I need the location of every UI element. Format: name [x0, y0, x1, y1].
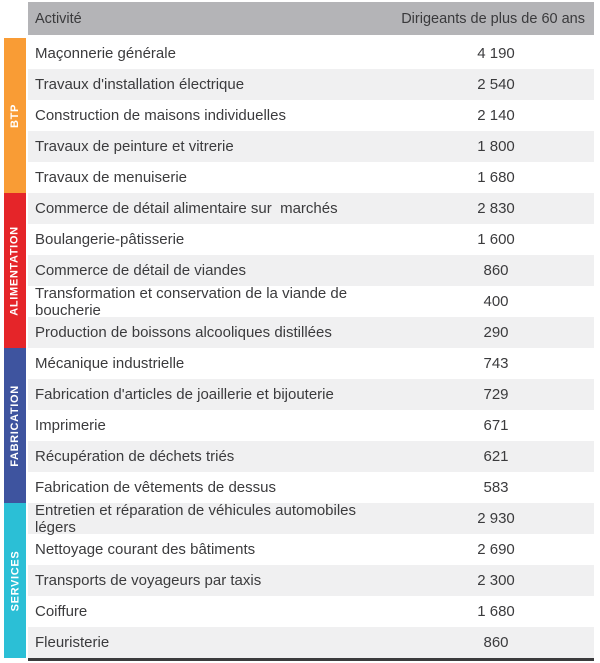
value-cell: 2 140 — [477, 107, 515, 124]
table-row: Récupération de déchets triés 621 — [28, 441, 594, 472]
activity-cell: Transformation et conservation de la via… — [35, 284, 352, 319]
table-row: Fabrication d'articles de joaillerie et … — [28, 379, 594, 410]
section-label-btp: BTP — [9, 103, 22, 128]
value-cell: 2 830 — [477, 200, 515, 217]
value-cell: 621 — [483, 448, 509, 465]
value-cell: 400 — [483, 293, 509, 310]
table-row: Travaux de peinture et vitrerie 1 800 — [28, 131, 594, 162]
activity-cell: Coiffure — [35, 603, 88, 620]
table-row: Travaux d'installation électrique 2 540 — [28, 69, 594, 100]
activity-cell: Fabrication d'articles de joaillerie et … — [35, 386, 334, 403]
header-gap — [28, 35, 594, 38]
section-label-alimentation: ALIMENTATION — [9, 225, 22, 316]
table-row: Maçonnerie générale 4 190 — [28, 38, 594, 69]
value-cell: 1 800 — [477, 138, 515, 155]
value-cell: 1 680 — [477, 603, 515, 620]
table-row: Entretien et réparation de véhicules aut… — [28, 501, 594, 536]
table-row: Boulangerie-pâtisserie 1 600 — [28, 224, 594, 255]
value-cell: 583 — [483, 479, 509, 496]
activity-cell: Construction de maisons individuelles — [35, 107, 286, 124]
value-cell: 671 — [483, 417, 509, 434]
value-cell: 729 — [483, 386, 509, 403]
value-cell: 860 — [483, 262, 509, 279]
value-cell: 1 680 — [477, 169, 515, 186]
value-cell: 2 540 — [477, 76, 515, 93]
table-row: Fabrication de vêtements de dessus 583 — [28, 472, 594, 503]
activity-cell: Travaux d'installation électrique — [35, 76, 245, 93]
section-bar-services: SERVICES — [4, 503, 26, 658]
value-cell: 4 190 — [477, 45, 515, 62]
value-cell: 2 300 — [477, 572, 515, 589]
value-cell: 743 — [483, 355, 509, 372]
table-row: Travaux de menuiserie 1 680 — [28, 162, 594, 193]
activity-cell: Production de boissons alcooliques disti… — [35, 324, 332, 341]
section-bar-btp: BTP — [4, 38, 26, 193]
section-bar-alimentation: ALIMENTATION — [4, 193, 26, 348]
table-row: Mécanique industrielle 743 — [28, 348, 594, 379]
section-bar-fabrication: FABRICATION — [4, 348, 26, 503]
activity-cell: Maçonnerie générale — [35, 45, 176, 62]
section-label-fabrication: FABRICATION — [9, 384, 22, 467]
activity-cell: Transports de voyageurs par taxis — [35, 572, 262, 589]
activity-cell: Commerce de détail de viandes — [35, 262, 246, 279]
column-header-value: Dirigeants de plus de 60 ans — [401, 10, 585, 27]
activity-cell: Mécanique industrielle — [35, 355, 185, 372]
value-cell: 860 — [483, 634, 509, 651]
activity-cell: Imprimerie — [35, 417, 106, 434]
activity-cell: Commerce de détail alimentaire sur march… — [35, 200, 338, 217]
value-cell: 290 — [483, 324, 509, 341]
table-header-row: Activité Dirigeants de plus de 60 ans — [28, 2, 594, 35]
table-row: Commerce de détail alimentaire sur march… — [28, 193, 594, 224]
table-bottom-border — [28, 658, 594, 661]
value-cell: 2 690 — [477, 541, 515, 558]
value-cell: 1 600 — [477, 231, 515, 248]
table-row: Construction de maisons individuelles 2 … — [28, 100, 594, 131]
activity-cell: Boulangerie-pâtisserie — [35, 231, 185, 248]
table-row: Fleuristerie 860 — [28, 627, 594, 658]
table-row: Transformation et conservation de la via… — [28, 284, 594, 319]
table-row: Coiffure 1 680 — [28, 596, 594, 627]
table-row: Nettoyage courant des bâtiments 2 690 — [28, 534, 594, 565]
column-header-activity: Activité — [35, 10, 82, 27]
table-row: Transports de voyageurs par taxis 2 300 — [28, 565, 594, 596]
table-row: Commerce de détail de viandes 860 — [28, 255, 594, 286]
data-table: Activité Dirigeants de plus de 60 ans Ma… — [28, 2, 594, 658]
activity-cell: Travaux de peinture et vitrerie — [35, 138, 234, 155]
value-cell: 2 930 — [477, 510, 515, 527]
table-row: Imprimerie 671 — [28, 410, 594, 441]
table-row: Production de boissons alcooliques disti… — [28, 317, 594, 348]
activity-cell: Nettoyage courant des bâtiments — [35, 541, 256, 558]
activity-cell: Travaux de menuiserie — [35, 169, 188, 186]
activity-cell: Récupération de déchets triés — [35, 448, 235, 465]
activity-cell: Entretien et réparation de véhicules aut… — [35, 501, 361, 536]
activity-cell: Fabrication de vêtements de dessus — [35, 479, 276, 496]
section-label-services: SERVICES — [9, 550, 21, 611]
activity-cell: Fleuristerie — [35, 634, 110, 651]
